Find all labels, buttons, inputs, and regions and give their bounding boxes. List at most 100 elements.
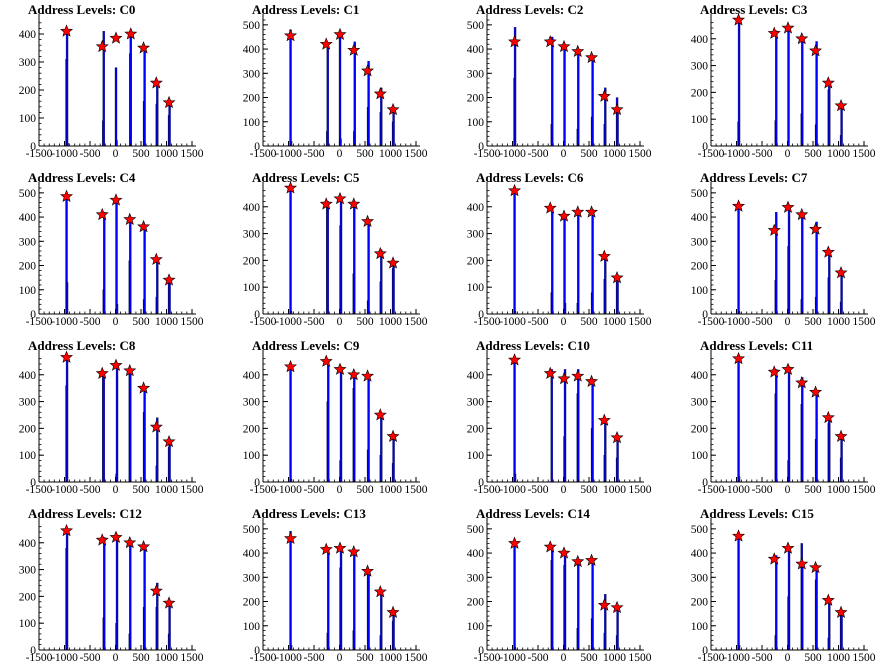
peak-marker-star xyxy=(347,197,361,210)
peak-marker-star xyxy=(610,270,624,284)
x-tick-label: -500 xyxy=(79,652,100,664)
y-tick-label: 200 xyxy=(19,85,37,97)
y-tick-label: 0 xyxy=(702,141,708,153)
peak-marker-star xyxy=(834,429,848,442)
histogram-bar xyxy=(65,529,69,651)
histogram-bar xyxy=(338,34,342,147)
peak-marker-star xyxy=(284,28,298,42)
peak-marker-star xyxy=(543,34,557,48)
x-tick-label: 1000 xyxy=(603,652,626,664)
peak-marker-star xyxy=(610,102,624,116)
y-tick-label: 100 xyxy=(691,621,709,633)
x-tick-label: 500 xyxy=(580,148,598,160)
x-tick-label: 0 xyxy=(337,148,343,160)
histogram-bar xyxy=(289,644,293,651)
peak-marker-star xyxy=(123,535,137,549)
peak-marker-star xyxy=(162,434,176,448)
histogram-bar xyxy=(563,369,567,483)
histogram-panel: Address Levels: C12 0 100 200 300 400 -1500-10… xyxy=(19,506,204,664)
histogram-bar xyxy=(380,249,383,315)
x-tick-label: -1000 xyxy=(51,484,78,496)
histogram-bar xyxy=(156,258,159,315)
histogram-bar xyxy=(737,535,740,651)
histogram-panel: Address Levels: C6 0 100 200 300 400 -1500-100… xyxy=(467,170,652,328)
histogram-bar xyxy=(129,539,132,651)
y-tick-label: 500 xyxy=(467,20,485,32)
x-tick-label: 1000 xyxy=(379,652,402,664)
y-tick-label: 100 xyxy=(19,113,37,125)
peak-marker-star xyxy=(149,584,163,597)
peak-marker-star xyxy=(333,27,347,41)
x-tick-label: -1500 xyxy=(250,652,277,664)
y-tick-label: 300 xyxy=(19,397,37,409)
histogram-bar xyxy=(353,550,356,651)
peak-marker-star xyxy=(809,560,823,574)
histogram-bar xyxy=(551,36,554,147)
y-tick-label: 500 xyxy=(691,524,709,536)
peak-marker-star xyxy=(508,183,522,197)
histogram-panel: Address Levels: C3 0 100 200 300 400 -1500-100… xyxy=(691,2,876,160)
histogram-bar xyxy=(737,17,741,147)
panel-title: Address Levels: C0 xyxy=(28,2,135,17)
peak-marker-star xyxy=(347,367,361,381)
panel-title: Address Levels: C8 xyxy=(28,338,136,353)
peak-marker-star xyxy=(373,408,387,421)
x-tick-label: 500 xyxy=(580,316,598,328)
x-tick-label: 0 xyxy=(561,316,567,328)
histogram-bar xyxy=(815,221,818,315)
histogram-bar xyxy=(380,591,383,651)
y-tick-label: 200 xyxy=(243,423,261,435)
x-tick-label: 0 xyxy=(113,316,119,328)
panel-title: Address Levels: C13 xyxy=(252,506,366,521)
x-tick-label: 1000 xyxy=(603,148,626,160)
peak-marker-star xyxy=(95,533,109,546)
histogram-panel: Address Levels: C14 0 100 200 300 400 500 -1500… xyxy=(467,506,652,664)
peak-marker-star xyxy=(137,381,151,394)
histogram-panel: Address Levels: C15 0 100 200 300 400 500 -1500… xyxy=(691,506,876,664)
y-tick-label: 0 xyxy=(30,645,36,657)
y-tick-label: 300 xyxy=(243,68,261,80)
histogram-bar xyxy=(168,601,171,651)
x-tick-label: -500 xyxy=(79,316,100,328)
histogram-bar xyxy=(115,199,118,315)
panel-title: Address Levels: C12 xyxy=(28,506,142,521)
peak-marker-star xyxy=(109,530,123,543)
x-tick-label: 1500 xyxy=(629,484,652,496)
x-tick-label: -500 xyxy=(527,316,548,328)
histogram-bar xyxy=(353,203,356,315)
histogram-bar xyxy=(513,540,516,651)
y-tick-label: 300 xyxy=(691,236,709,248)
peak-marker-star xyxy=(781,541,795,554)
x-tick-label: 0 xyxy=(113,148,119,160)
histogram-bar xyxy=(115,534,119,651)
x-tick-label: 1500 xyxy=(629,316,652,328)
x-tick-label: -1500 xyxy=(698,316,725,328)
y-tick-label: 500 xyxy=(467,524,485,536)
x-tick-label: -1000 xyxy=(499,484,526,496)
histogram-bar xyxy=(551,206,554,315)
histogram-bar xyxy=(114,67,118,147)
x-tick-label: -1000 xyxy=(723,316,750,328)
y-tick-label: 400 xyxy=(243,370,261,382)
x-tick-label: 1500 xyxy=(405,316,428,328)
peak-marker-star xyxy=(781,21,795,34)
peak-marker-star xyxy=(284,531,298,545)
histogram-bar xyxy=(392,436,395,483)
x-tick-label: 500 xyxy=(132,484,150,496)
y-tick-label: 200 xyxy=(691,423,709,435)
histogram-bar xyxy=(65,355,69,483)
histogram-bar xyxy=(815,390,818,483)
x-tick-label: 1500 xyxy=(853,484,876,496)
x-tick-label: 1000 xyxy=(827,652,850,664)
panel-title: Address Levels: C15 xyxy=(700,506,814,521)
panel-title: Address Levels: C7 xyxy=(700,170,808,185)
histogram-bar xyxy=(513,190,516,315)
histogram-panel: Address Levels: C0 0 100 200 300 400 -1500-100… xyxy=(19,2,204,160)
x-tick-label: 500 xyxy=(356,316,374,328)
histogram-bar xyxy=(103,537,106,651)
peak-marker-star xyxy=(795,31,809,45)
histogram-bar xyxy=(513,473,517,483)
peak-marker-star xyxy=(333,191,347,205)
y-tick-label: 200 xyxy=(19,423,37,435)
y-tick-label: 0 xyxy=(702,309,708,321)
